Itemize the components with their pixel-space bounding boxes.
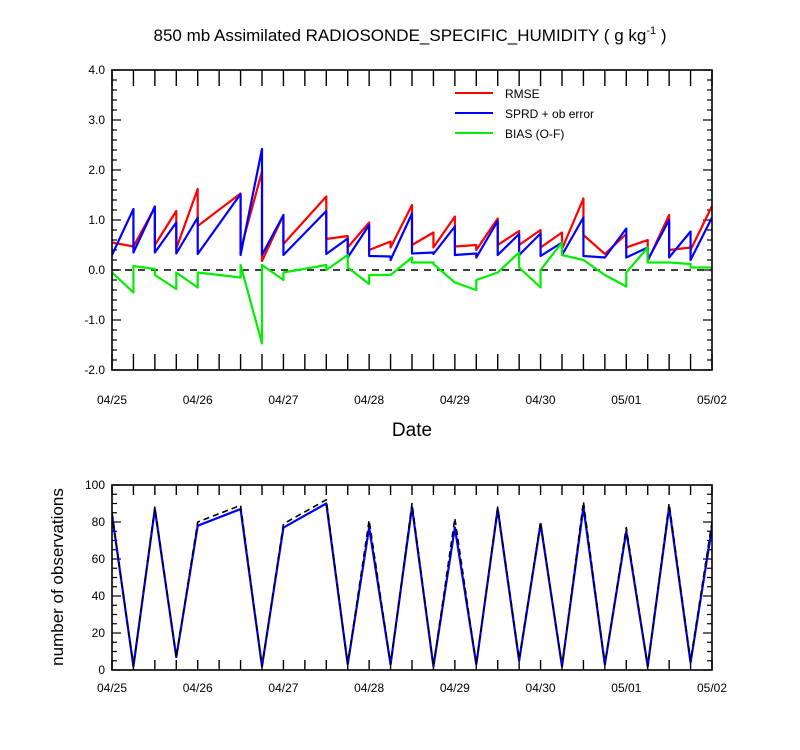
top-xaxis-title: Date	[392, 420, 432, 441]
top-xtick-label: 04/29	[440, 393, 470, 407]
bottom-ytick-label: 40	[92, 589, 106, 603]
top-ytick-label: -1.0	[84, 313, 105, 327]
legend-label-bias-o-f: BIAS (O-F)	[505, 127, 564, 141]
bottom-ytick-label: 80	[92, 515, 106, 529]
chart-title: 850 mb Assimilated RADIOSONDE_SPECIFIC_H…	[154, 25, 667, 45]
bottom-ytick-label: 60	[92, 552, 106, 566]
top-xtick-label: 04/30	[526, 393, 556, 407]
top-frame	[111, 69, 713, 371]
bottom-xtick-label: 04/27	[268, 681, 298, 695]
top-xtick-label: 04/27	[268, 393, 298, 407]
top-ytick-label: -2.0	[84, 363, 105, 377]
bottom-plot-panel: 04/25 04/26 04/27 04/28 04/29 04/30 05/01 05/02…	[85, 478, 727, 695]
chart-title-main: 850 mb Assimilated RADIOSONDE_SPECIFIC_H…	[154, 26, 647, 45]
top-legend: RMSE SPRD + ob error BIAS (O-F)	[455, 87, 594, 141]
top-series-bias-o-f	[112, 241, 712, 345]
top-ytick-label: 0.0	[88, 263, 105, 277]
bottom-series-possible	[112, 498, 712, 668]
top-xtick-label: 04/25	[97, 393, 127, 407]
top-ytick-label: 3.0	[88, 113, 105, 127]
bottom-series-used	[112, 502, 712, 668]
top-plot-panel: 04/25 04/26 04/27 04/28 04/29 04/30 05/01 05/02…	[84, 63, 727, 407]
bottom-ytick-label: 20	[92, 626, 106, 640]
bottom-xtick-label: 04/26	[183, 681, 213, 695]
top-xtick-label: 04/26	[183, 393, 213, 407]
chart-title-superscript: -1	[646, 25, 656, 37]
bottom-frame	[111, 484, 713, 671]
top-xtick-label: 05/01	[611, 393, 641, 407]
chart-title-suffix: )	[656, 26, 666, 45]
bottom-xtick-label: 04/25	[97, 681, 127, 695]
bottom-xtick-label: 05/02	[697, 681, 727, 695]
bottom-yaxis-title: number of observations	[48, 488, 67, 666]
top-ytick-label: 1.0	[88, 213, 105, 227]
bottom-xtick-label: 05/01	[611, 681, 641, 695]
top-xtick-label: 04/28	[354, 393, 384, 407]
bottom-ytick-label: 0	[98, 663, 105, 677]
top-ytick-label: 4.0	[88, 63, 105, 77]
bottom-xtick-label: 04/28	[354, 681, 384, 695]
top-xtick-label: 05/02	[697, 393, 727, 407]
bottom-xtick-label: 04/29	[440, 681, 470, 695]
legend-label-sprd-ob-error: SPRD + ob error	[505, 107, 594, 121]
top-series-sprd-ob-error	[112, 147, 712, 262]
bottom-xtick-label: 04/30	[526, 681, 556, 695]
top-ytick-label: 2.0	[88, 163, 105, 177]
bottom-ytick-label: 100	[85, 478, 105, 492]
legend-label-rmse: RMSE	[505, 87, 540, 101]
